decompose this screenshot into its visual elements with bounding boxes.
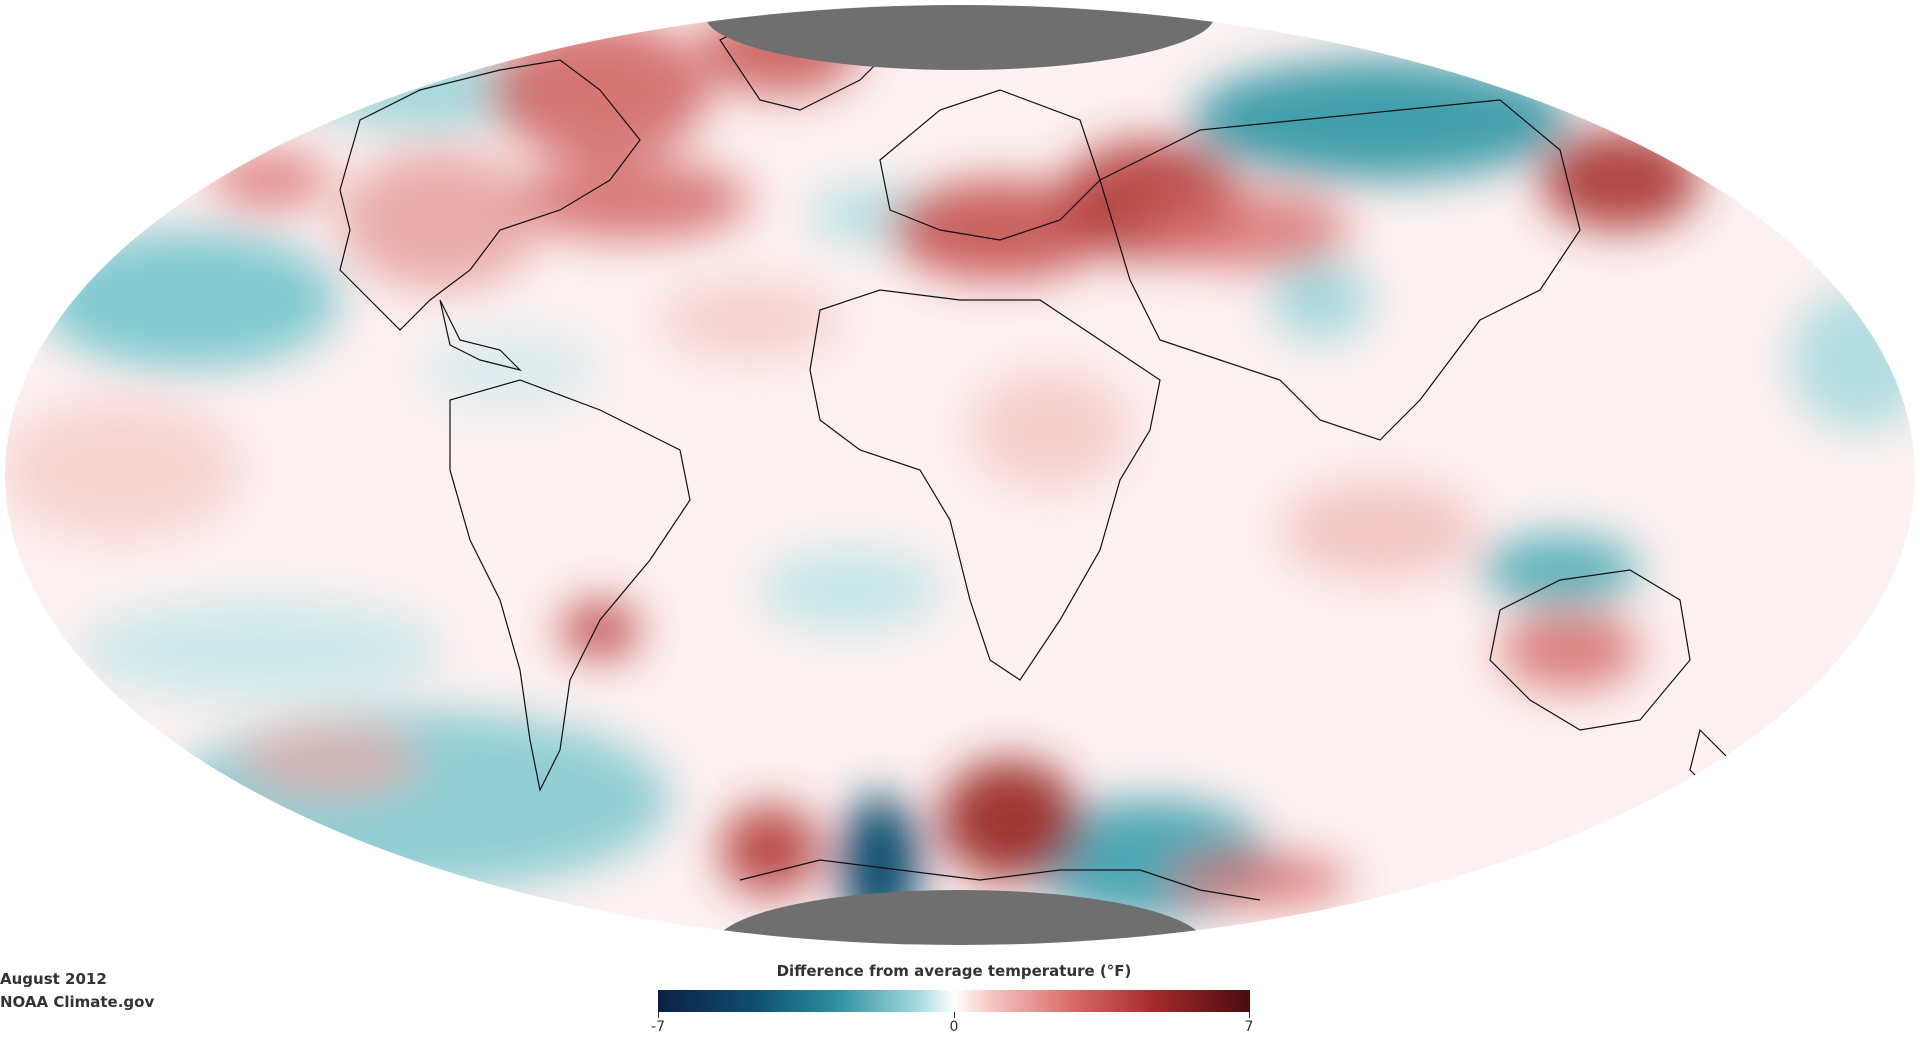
south-america-outline bbox=[449, 379, 691, 792]
legend-tick-mid bbox=[954, 1012, 955, 1018]
legend-label-max: 7 bbox=[1244, 1019, 1254, 1035]
australia-outline bbox=[1489, 569, 1691, 731]
map-svg bbox=[5, 5, 1915, 945]
asia-outline bbox=[1099, 99, 1581, 441]
color-legend: Difference from average temperature (°F)… bbox=[651, 962, 1253, 1037]
map-source: NOAA Climate.gov bbox=[0, 993, 155, 1011]
antarctica-outline bbox=[739, 859, 1261, 901]
legend-tick-max bbox=[1249, 1012, 1250, 1018]
legend-label-mid: 0 bbox=[949, 1019, 959, 1035]
central-america-outline bbox=[439, 299, 522, 372]
map-date: August 2012 bbox=[0, 970, 107, 988]
legend-color-bar bbox=[658, 990, 1250, 1012]
north-pole-no-data bbox=[705, 5, 1215, 70]
africa-outline bbox=[809, 289, 1161, 681]
south-pole-no-data bbox=[715, 890, 1205, 945]
europe-outline bbox=[879, 89, 1101, 241]
temperature-anomaly-map bbox=[5, 5, 1915, 945]
legend-title: Difference from average temperature (°F) bbox=[776, 962, 1132, 980]
north-america-outline bbox=[339, 59, 641, 331]
legend-tick-min bbox=[658, 1012, 659, 1018]
globe bbox=[5, 5, 1915, 945]
legend-label-min: -7 bbox=[651, 1019, 665, 1035]
